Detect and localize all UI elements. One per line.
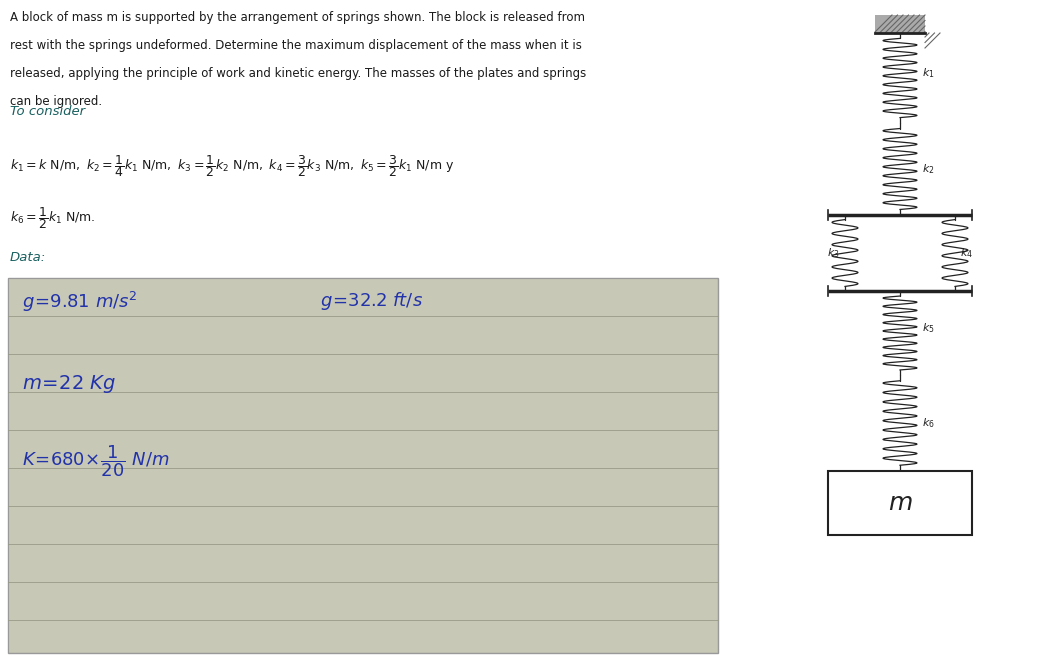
Text: $k_3$: $k_3$ [828, 246, 840, 260]
Text: Data:: Data: [10, 251, 47, 264]
Bar [828, 471, 972, 535]
Text: $k_2$: $k_2$ [922, 162, 934, 176]
Text: $k_1$: $k_1$ [922, 66, 934, 80]
Text: A block of mass m is supported by the arrangement of springs shown. The block is: A block of mass m is supported by the ar… [10, 11, 585, 24]
Text: $K\!=\!680\!\times\!\dfrac{1}{20}\ N/m$: $K\!=\!680\!\times\!\dfrac{1}{20}\ N/m$ [22, 443, 169, 479]
Text: rest with the springs undeformed. Determine the maximum displacement of the mass: rest with the springs undeformed. Determ… [10, 39, 582, 52]
Text: $g\!=\!9.81\ m/s^2$: $g\!=\!9.81\ m/s^2$ [22, 290, 138, 314]
Text: $m$: $m$ [888, 491, 913, 514]
Bar [8, 278, 718, 653]
Text: $k_1 = k\ \mathrm{N/m},\ k_2 = \dfrac{1}{4}k_1\ \mathrm{N/m},\ k_3 = \dfrac{1}{2: $k_1 = k\ \mathrm{N/m},\ k_2 = \dfrac{1}… [10, 153, 454, 179]
Text: $g\!=\!32.2\ ft/s$: $g\!=\!32.2\ ft/s$ [320, 290, 423, 312]
Text: $k_5$: $k_5$ [922, 321, 934, 335]
Text: released, applying the principle of work and kinetic energy. The masses of the p: released, applying the principle of work… [10, 67, 586, 80]
Text: $k_6 = \dfrac{1}{2}k_1\ \mathrm{N/m}.$: $k_6 = \dfrac{1}{2}k_1\ \mathrm{N/m}.$ [10, 205, 95, 231]
Text: $m\!=\!22\ Kg$: $m\!=\!22\ Kg$ [22, 373, 116, 395]
Text: To consider: To consider [10, 105, 85, 118]
Bar [875, 15, 925, 33]
Text: $k_4$: $k_4$ [960, 246, 973, 260]
Bar [9, 279, 717, 652]
Text: $k_6$: $k_6$ [922, 416, 934, 430]
Text: can be ignored.: can be ignored. [10, 95, 102, 108]
